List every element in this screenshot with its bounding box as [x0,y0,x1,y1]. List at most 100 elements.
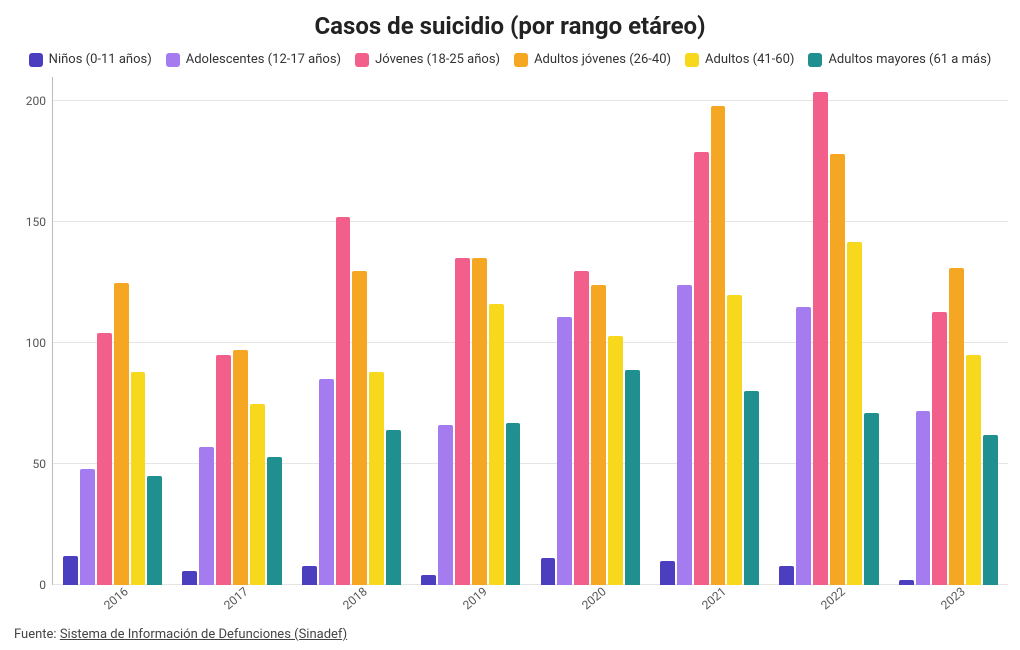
bar[interactable] [574,271,589,585]
x-axis-labels: 2016 2017 2018 2019 2020 2021 2022 2023 [52,585,1008,625]
chart-title: Casos de suicidio (por rango etáreo) [12,12,1008,40]
bar-group [650,77,769,585]
y-tick-label: 100 [26,336,46,350]
x-tick-label: 2017 [221,584,251,612]
x-label-slot: 2017 [172,585,292,625]
bar[interactable] [199,447,214,585]
bar[interactable] [147,476,162,585]
bar[interactable] [813,92,828,585]
chart-container: Casos de suicidio (por rango etáreo) Niñ… [0,0,1020,650]
x-label-slot: 2018 [291,585,411,625]
bar[interactable] [677,285,692,585]
bar[interactable] [625,370,640,585]
bar[interactable] [472,258,487,585]
bar[interactable] [233,350,248,585]
source-link[interactable]: Sistema de Información de Defunciones (S… [60,627,347,642]
bar[interactable] [983,435,998,585]
bar-group [411,77,530,585]
bar[interactable] [97,333,112,585]
bar[interactable] [80,469,95,585]
legend-label: Adultos mayores (61 a más) [828,52,991,67]
bar[interactable] [302,566,317,585]
bar[interactable] [489,304,504,585]
bar-group [531,77,650,585]
bar-group [53,77,172,585]
x-tick-label: 2019 [460,584,490,612]
bar[interactable] [114,283,129,585]
legend-label: Adolescentes (12-17 años) [186,52,341,67]
legend-swatch [29,53,43,67]
source-prefix: Fuente: [14,627,60,642]
bar[interactable] [369,372,384,585]
bar[interactable] [916,411,931,585]
bar[interactable] [541,558,556,585]
bar[interactable] [608,336,623,585]
x-tick-label: 2020 [579,584,609,612]
legend-label: Jóvenes (18-25 años) [375,52,500,67]
bar-group [172,77,291,585]
bar[interactable] [711,106,726,585]
y-tick-label: 50 [33,457,47,471]
legend: Niños (0-11 años) Adolescentes (12-17 año… [12,52,1008,67]
legend-item[interactable]: Adolescentes (12-17 años) [166,52,341,67]
legend-label: Niños (0-11 años) [49,52,152,67]
bar[interactable] [744,391,759,585]
bar[interactable] [63,556,78,585]
x-label-slot: 2020 [530,585,650,625]
legend-swatch [514,53,528,67]
bar[interactable] [949,268,964,585]
y-tick-label: 150 [26,215,46,229]
bar-group [889,77,1008,585]
legend-swatch [808,53,822,67]
bar[interactable] [727,295,742,585]
legend-label: Adultos (41-60) [705,52,794,67]
bar[interactable] [864,413,879,585]
plot-area [52,77,1008,585]
legend-item[interactable]: Adultos jóvenes (26-40) [514,52,671,67]
bar[interactable] [386,430,401,585]
bar[interactable] [966,355,981,585]
bar[interactable] [250,404,265,585]
bar-group [769,77,888,585]
bar[interactable] [796,307,811,585]
bar[interactable] [557,317,572,586]
bar[interactable] [847,242,862,586]
bar[interactable] [506,423,521,585]
bar-group [292,77,411,585]
bar[interactable] [267,457,282,585]
bar[interactable] [591,285,606,585]
bar[interactable] [131,372,146,585]
x-label-slot: 2022 [769,585,889,625]
legend-item[interactable]: Adultos (41-60) [685,52,794,67]
x-label-slot: 2016 [52,585,172,625]
plot-wrap: 050100150200 [12,77,1008,585]
bar[interactable] [352,271,367,585]
source-line: Fuente: Sistema de Información de Defunc… [14,627,1008,642]
x-tick-label: 2016 [101,584,131,612]
bar[interactable] [319,379,334,585]
bar[interactable] [830,154,845,585]
bar[interactable] [216,355,231,585]
legend-item[interactable]: Jóvenes (18-25 años) [355,52,500,67]
bar[interactable] [779,566,794,585]
bar[interactable] [694,152,709,585]
bar[interactable] [660,561,675,585]
y-axis: 050100150200 [12,77,52,585]
x-label-slot: 2021 [650,585,770,625]
legend-swatch [166,53,180,67]
bar[interactable] [932,312,947,585]
bar[interactable] [455,258,470,585]
x-tick-label: 2018 [340,584,370,612]
x-tick-label: 2023 [938,584,968,612]
bar[interactable] [182,571,197,586]
bar[interactable] [421,575,436,585]
x-tick-label: 2021 [699,584,729,612]
legend-label: Adultos jóvenes (26-40) [534,52,671,67]
y-tick-label: 200 [26,94,46,108]
legend-item[interactable]: Adultos mayores (61 a más) [808,52,991,67]
bar[interactable] [438,425,453,585]
bar[interactable] [336,217,351,585]
y-tick-label: 0 [39,578,46,592]
x-tick-label: 2022 [818,584,848,612]
legend-item[interactable]: Niños (0-11 años) [29,52,152,67]
